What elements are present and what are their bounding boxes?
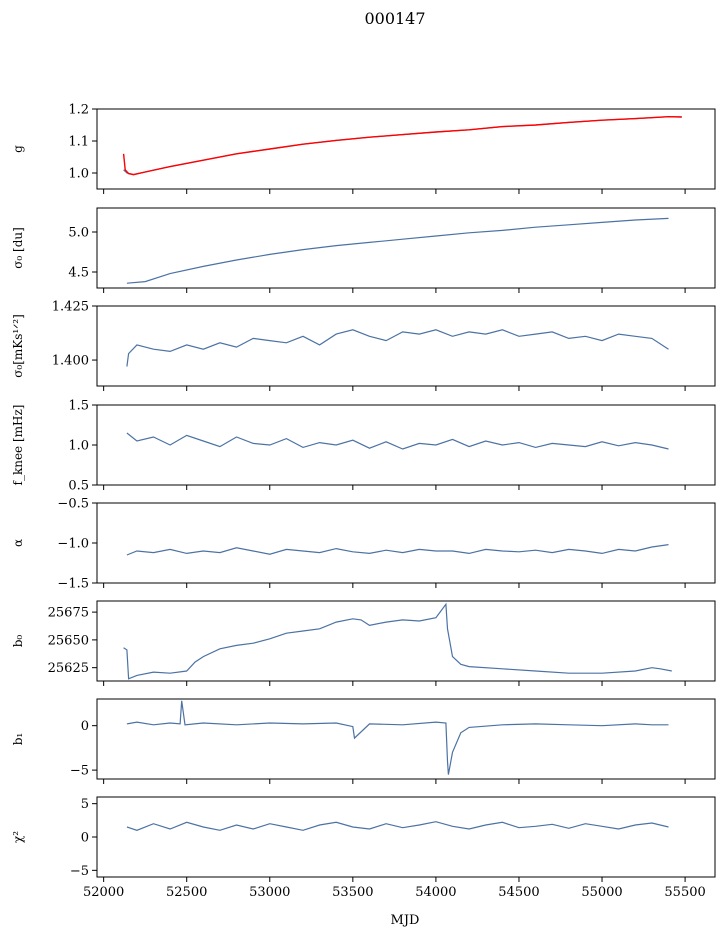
ytick-label-sigma0-mks-1: 1.425	[52, 300, 89, 315]
ytick-label-chi2-1: 0	[81, 831, 89, 846]
ylabel-b1: b₁	[11, 733, 25, 746]
ylabel-g: g	[11, 145, 25, 153]
axes-frame-chi2	[96, 796, 716, 878]
panels: 1.0 1.1 1.2 g 4.5 5.0 σ₀ [du] 1.400 1.425 σ₀[mKs¹…	[11, 103, 716, 900]
ytick-label-sigma0-mks-0: 1.400	[52, 354, 89, 369]
series-line-b1	[126, 700, 669, 775]
ytick-label-sigma0-du-1: 5.0	[68, 226, 89, 241]
xtick-label-5: 54500	[498, 885, 539, 900]
ylabel-sigma0-mks: σ₀[mKs¹ᐟ²]	[11, 314, 25, 378]
ytick-label-alpha-0: −1.5	[57, 577, 89, 592]
xtick-label-4: 54000	[415, 885, 456, 900]
xtick-label-0: 52000	[83, 885, 124, 900]
x-axis-label: MJD	[391, 913, 420, 928]
xtick-label-3: 53500	[332, 885, 373, 900]
ytick-label-f-knee-0: 0.5	[68, 479, 89, 494]
series-line-alpha	[126, 544, 669, 556]
series-line-f-knee	[126, 432, 669, 450]
ytick-label-g-1: 1.1	[68, 135, 89, 150]
figure-title: 000147	[364, 9, 425, 28]
axes-frame-sigma0-du	[96, 207, 716, 289]
series-line-sigma0-mks	[126, 329, 669, 367]
axes-frame-sigma0-mks	[96, 305, 716, 387]
xtick-label-7: 55500	[664, 885, 705, 900]
series-line-b0	[123, 602, 672, 680]
ytick-label-f-knee-1: 1.0	[68, 439, 89, 454]
ytick-label-g-2: 1.2	[68, 103, 89, 118]
overlay-line-g	[122, 115, 682, 176]
ytick-label-b0-0: 25625	[48, 661, 89, 676]
axes-frame-alpha	[96, 502, 716, 584]
ytick-label-alpha-1: −1.0	[57, 537, 89, 552]
ytick-label-sigma0-du-0: 4.5	[68, 266, 89, 281]
panel-alpha: −1.5 −1.0 −0.5 α	[11, 497, 716, 592]
panel-f-knee: 0.5 1.0 1.5 f_knee [mHz]	[11, 399, 716, 494]
xtick-label-6: 55000	[581, 885, 622, 900]
axes-frame-b0	[96, 600, 716, 682]
panel-b1: −5 0 b₁	[11, 698, 716, 784]
ylabel-f-knee: f_knee [mHz]	[11, 405, 25, 486]
ylabel-alpha: α	[11, 539, 25, 547]
ylabel-b0: b₀	[11, 635, 25, 648]
series-line-sigma0-du	[126, 217, 669, 284]
panel-sigma0-du: 4.5 5.0 σ₀ [du]	[11, 207, 716, 293]
xtick-label-2: 53000	[249, 885, 290, 900]
ylabel-sigma0-du: σ₀ [du]	[11, 227, 25, 269]
panel-g: 1.0 1.1 1.2 g	[11, 103, 716, 194]
ytick-label-b0-2: 25675	[48, 606, 89, 621]
series-line-chi2	[126, 821, 669, 831]
panel-sigma0-mks: 1.400 1.425 σ₀[mKs¹ᐟ²]	[11, 300, 716, 391]
ylabel-chi2: χ²	[11, 831, 25, 843]
ytick-label-f-knee-2: 1.5	[68, 399, 89, 414]
series-line-g	[123, 116, 682, 176]
panel-b0: 25625 25650 25675 b₀	[11, 600, 716, 686]
ytick-label-b1-1: 0	[81, 719, 89, 734]
axes-frame-g	[96, 108, 716, 190]
ytick-label-chi2-2: 5	[81, 797, 89, 812]
ytick-label-alpha-2: −0.5	[57, 497, 89, 512]
ytick-label-g-0: 1.0	[68, 167, 89, 182]
axes-frame-b1	[96, 698, 716, 780]
ytick-label-b0-1: 25650	[48, 633, 89, 648]
ytick-label-b1-0: −5	[70, 764, 89, 779]
xtick-label-1: 52500	[166, 885, 207, 900]
ytick-label-chi2-0: −5	[70, 864, 89, 879]
panel-chi2: −5 0 5 χ² 52000 52500 53000 53500 54000 54500 5500…	[11, 796, 716, 900]
